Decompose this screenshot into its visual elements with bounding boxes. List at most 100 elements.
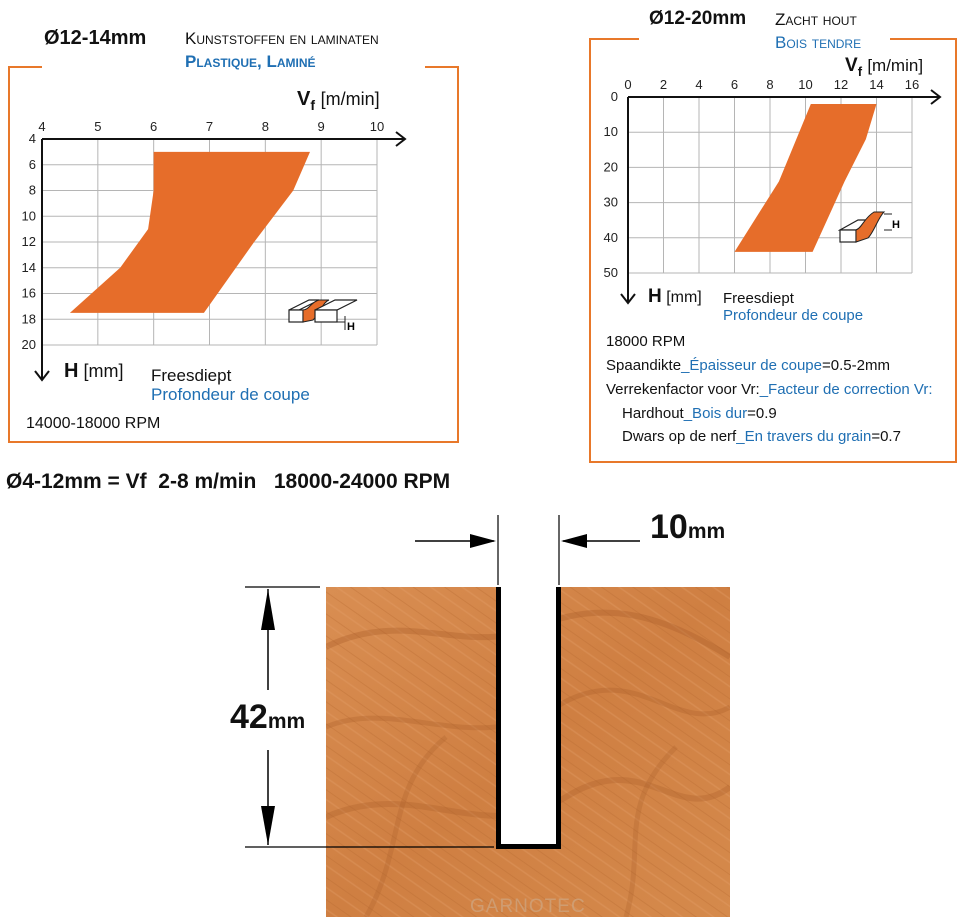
x-tick-label: 2 — [660, 77, 667, 92]
depth-dimension: 42mm — [230, 698, 305, 737]
right-line-3-fr: _Bois dur — [683, 405, 748, 422]
left-frame-bottom — [8, 441, 459, 443]
right-vf-unit: [m/min] — [867, 56, 924, 75]
left-h-label: H [mm] — [64, 360, 123, 383]
right-diameter: Ø12-20mm — [649, 8, 747, 29]
x-tick-label: 4 — [38, 119, 45, 134]
right-frame-right — [955, 38, 957, 463]
left-vf-unit: [m/min] — [320, 89, 380, 109]
left-h-unit: [mm] — [83, 361, 124, 381]
right-h-symbol: H — [648, 286, 662, 307]
right-line-3-nl: Hardhout — [622, 405, 684, 422]
x-tick-label: 4 — [695, 77, 702, 92]
left-rpm: 14000-18000 RPM — [26, 415, 161, 432]
right-frame-top-left — [589, 38, 639, 40]
x-tick-label: 10 — [798, 77, 812, 92]
x-tick-label: 6 — [150, 119, 157, 134]
left-vf-symbol: V — [297, 88, 311, 110]
right-frame-top-right — [890, 38, 957, 40]
width-unit: mm — [687, 520, 726, 543]
y-tick-label: 0 — [611, 89, 618, 104]
right-line-3-value: =0.9 — [747, 405, 777, 422]
x-tick-label: 9 — [318, 119, 325, 134]
right-h-unit: [mm] — [666, 289, 702, 306]
right-h-label: H [mm] — [648, 286, 702, 308]
right-line-4-fr: _En travers du grain — [736, 428, 872, 445]
depth-unit: mm — [267, 710, 306, 733]
y-tick-label: 8 — [29, 183, 36, 198]
right-h-label-nl: Freesdiept — [723, 290, 794, 307]
data-area — [69, 151, 311, 313]
x-tick-label: 14 — [869, 77, 883, 92]
y-tick-label: 20 — [22, 337, 36, 352]
width-arrow-left-icon — [470, 534, 496, 548]
y-tick-label: 18 — [22, 311, 36, 326]
x-tick-label: 10 — [370, 119, 384, 134]
right-profile-label: H — [892, 219, 900, 231]
depth-value: 42 — [230, 698, 268, 736]
x-tick-label: 0 — [624, 77, 631, 92]
left-h-symbol: H — [64, 360, 79, 382]
y-tick-label: 4 — [29, 131, 36, 146]
y-tick-label: 16 — [22, 286, 36, 301]
left-frame-left — [8, 66, 10, 443]
right-line-3: Hardhout_Bois dur=0.9 — [622, 405, 777, 422]
y-axis-arrow-icon — [620, 293, 636, 305]
x-tick-label: 6 — [731, 77, 738, 92]
right-line-2-nl: Verrekenfactor voor Vr: — [606, 381, 760, 398]
x-tick-label: 7 — [206, 119, 213, 134]
right-line-4: Dwars op de nerf_En travers du grain=0.7 — [622, 428, 901, 445]
right-line-4-value: =0.7 — [871, 428, 901, 445]
y-axis-arrow-icon — [34, 370, 50, 382]
right-vf-sub: f — [857, 63, 863, 79]
left-vf-label: Vf [m/min] — [297, 88, 380, 113]
watermark: GARNOTEC — [470, 896, 586, 917]
right-line-2-fr: _Facteur de correction Vr: — [759, 381, 933, 398]
left-profile-label: H — [347, 321, 355, 333]
left-frame-top-left — [8, 66, 42, 68]
right-rpm: 18000 RPM — [606, 333, 686, 350]
right-line-2: Verrekenfactor voor Vr:_Facteur de corre… — [606, 381, 933, 398]
left-h-label-fr: Profondeur de coupe — [151, 385, 310, 404]
right-line-1-fr: _Épaisseur de coupe — [681, 357, 822, 374]
y-tick-label: 40 — [604, 230, 618, 245]
y-tick-label: 14 — [22, 260, 36, 275]
right-profile-icon: H — [838, 211, 900, 243]
y-tick-label: 30 — [604, 195, 618, 210]
spec-line: Ø4-12mm = Vf 2-8 m/min 18000-24000 RPM — [6, 470, 451, 493]
x-axis-arrow-icon — [930, 89, 942, 105]
left-vf-sub: f — [310, 97, 316, 113]
left-material-nl: Kunststoffen en laminaten — [185, 29, 379, 48]
right-material-fr: Bois tendre — [775, 33, 862, 52]
right-frame-left — [589, 38, 591, 463]
left-h-label-nl: Freesdiept — [151, 366, 232, 385]
left-frame-right — [457, 66, 459, 443]
right-line-4-nl: Dwars op de nerf — [622, 428, 737, 445]
x-tick-label: 16 — [905, 77, 919, 92]
data-area — [734, 104, 877, 252]
y-tick-label: 10 — [604, 124, 618, 139]
right-line-1: Spaandikte_Épaisseur de coupe=0.5-2mm — [606, 357, 890, 374]
x-tick-label: 12 — [834, 77, 848, 92]
left-material-fr: Plastique, Laminé — [185, 52, 316, 71]
left-profile-icon: H — [288, 299, 358, 333]
width-dimension: 10mm — [650, 508, 725, 547]
x-tick-label: 8 — [262, 119, 269, 134]
width-arrow-right-icon — [561, 534, 587, 548]
right-material-nl: Zacht hout — [775, 10, 857, 29]
left-frame-top-right — [425, 66, 459, 68]
x-axis-arrow-icon — [395, 131, 407, 147]
left-diameter: Ø12-14mm — [44, 27, 147, 49]
x-tick-label: 5 — [94, 119, 101, 134]
y-tick-label: 12 — [22, 234, 36, 249]
right-vf-symbol: V — [845, 55, 858, 76]
depth-arrow-up-icon — [261, 589, 275, 630]
right-line-1-nl: Spaandikte — [606, 357, 682, 374]
groove — [496, 587, 561, 849]
y-tick-label: 10 — [22, 208, 36, 223]
y-tick-label: 20 — [604, 159, 618, 174]
right-line-1-value: =0.5-2mm — [822, 357, 890, 374]
